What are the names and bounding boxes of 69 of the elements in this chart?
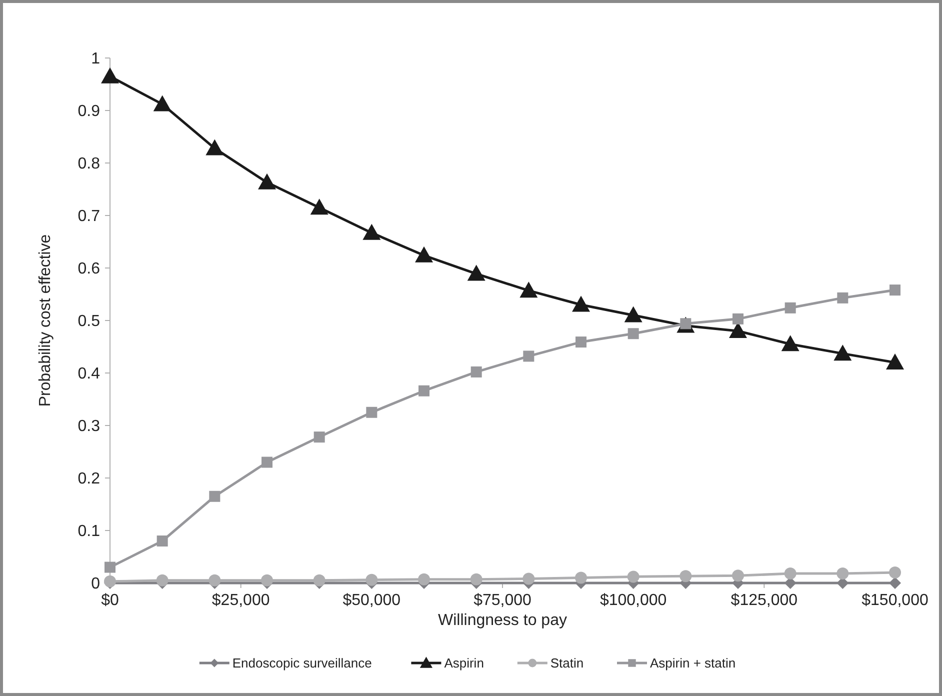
x-tick-label: $50,000	[342, 592, 401, 609]
point	[366, 574, 378, 586]
point	[784, 568, 796, 580]
y-tick-label: 0.9	[78, 103, 100, 120]
point	[889, 566, 901, 578]
point	[366, 406, 378, 418]
point	[836, 568, 849, 580]
point	[889, 577, 901, 589]
point	[262, 456, 272, 468]
point	[572, 296, 590, 312]
legend-label: Endoscopic surveillance	[232, 656, 372, 671]
x-tick-label: $75,000	[474, 592, 532, 609]
point	[628, 328, 639, 340]
x-tick-label: $150,000	[862, 592, 928, 609]
point	[784, 302, 796, 314]
point	[418, 385, 430, 396]
point	[258, 173, 276, 190]
legend-label: Statin	[550, 656, 584, 671]
legend-label: Aspirin	[444, 656, 484, 671]
x-tick-label: $25,000	[212, 592, 270, 609]
point	[575, 572, 587, 584]
point	[523, 350, 534, 362]
point	[418, 573, 430, 586]
point	[781, 335, 800, 352]
point	[313, 574, 326, 586]
point	[467, 264, 486, 281]
y-tick-label: 1	[91, 50, 100, 68]
point	[522, 572, 535, 585]
y-tick-label: 0.7	[78, 208, 100, 226]
point	[886, 354, 904, 370]
legend-label: Aspirin + statin	[650, 656, 736, 671]
point	[314, 432, 325, 443]
point	[470, 573, 482, 586]
point	[101, 67, 119, 84]
x-tick-label: $0	[101, 592, 119, 609]
y-axis-title: Probability cost effective	[37, 234, 54, 407]
point	[209, 490, 220, 502]
point	[732, 570, 744, 582]
point	[837, 292, 848, 304]
point	[834, 344, 852, 361]
point	[470, 366, 482, 378]
point	[890, 284, 900, 296]
point	[362, 224, 381, 240]
point	[729, 322, 747, 338]
y-tick-label: 0	[91, 576, 100, 593]
point	[104, 562, 116, 573]
y-tick-label: 0.6	[78, 260, 100, 278]
point	[156, 536, 168, 546]
x-tick-label: $125,000	[730, 592, 798, 609]
point	[732, 313, 744, 324]
point	[576, 336, 586, 348]
point	[156, 574, 168, 586]
point	[624, 306, 642, 322]
y-tick-label: 0.4	[78, 366, 100, 383]
y-tick-label: 0.5	[78, 313, 100, 330]
point	[153, 95, 172, 112]
point	[415, 246, 433, 262]
point	[627, 570, 640, 583]
y-tick-label: 0.1	[78, 523, 100, 540]
point	[310, 198, 328, 215]
x-axis-title: Willingness to pay	[438, 612, 567, 629]
point	[206, 139, 224, 156]
y-tick-label: 0.2	[78, 470, 100, 488]
x-tick-label: $100,000	[600, 592, 667, 609]
y-tick-label: 0.8	[78, 156, 100, 173]
y-tick-label: 0.3	[78, 418, 100, 436]
point	[520, 282, 538, 298]
point	[208, 574, 221, 586]
point	[680, 570, 692, 582]
